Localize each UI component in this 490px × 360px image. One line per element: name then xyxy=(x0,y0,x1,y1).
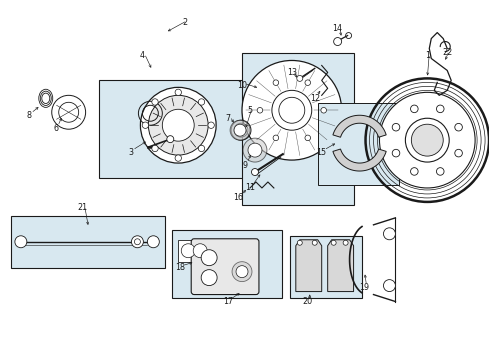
Circle shape xyxy=(312,240,317,245)
Circle shape xyxy=(147,236,159,248)
Bar xyxy=(11,216,165,268)
Circle shape xyxy=(334,37,342,45)
Bar xyxy=(98,80,253,178)
Text: 7: 7 xyxy=(225,114,231,123)
Text: 20: 20 xyxy=(303,297,313,306)
Circle shape xyxy=(134,239,141,245)
Circle shape xyxy=(384,228,395,240)
Circle shape xyxy=(248,143,262,157)
Circle shape xyxy=(411,105,418,113)
Circle shape xyxy=(231,120,251,140)
Circle shape xyxy=(437,105,444,113)
Circle shape xyxy=(331,240,336,245)
Circle shape xyxy=(152,145,158,152)
Circle shape xyxy=(405,118,449,162)
Circle shape xyxy=(411,168,418,175)
Text: 11: 11 xyxy=(245,184,255,193)
Circle shape xyxy=(384,280,395,292)
Bar xyxy=(242,54,354,205)
Text: 2: 2 xyxy=(183,18,188,27)
Circle shape xyxy=(455,149,463,157)
Circle shape xyxy=(273,135,279,141)
Circle shape xyxy=(234,124,246,136)
Circle shape xyxy=(162,109,194,141)
Text: 15: 15 xyxy=(317,148,327,157)
Text: 4: 4 xyxy=(140,51,145,60)
Circle shape xyxy=(193,244,207,258)
Text: 22: 22 xyxy=(442,48,452,57)
Circle shape xyxy=(321,108,326,113)
Circle shape xyxy=(273,80,279,85)
Circle shape xyxy=(455,123,463,131)
Text: 19: 19 xyxy=(360,283,369,292)
Circle shape xyxy=(242,60,342,160)
Circle shape xyxy=(15,236,27,248)
Circle shape xyxy=(59,102,78,122)
Polygon shape xyxy=(328,240,354,292)
Circle shape xyxy=(343,240,348,245)
Circle shape xyxy=(181,244,195,258)
Circle shape xyxy=(175,155,181,161)
Circle shape xyxy=(251,168,258,176)
Text: 14: 14 xyxy=(333,24,343,33)
Text: 18: 18 xyxy=(175,263,185,272)
Circle shape xyxy=(141,87,216,163)
Text: 1: 1 xyxy=(425,51,430,60)
Circle shape xyxy=(198,99,205,105)
Circle shape xyxy=(305,135,311,141)
Circle shape xyxy=(167,136,174,143)
Circle shape xyxy=(201,270,217,285)
Circle shape xyxy=(279,97,305,123)
Circle shape xyxy=(201,250,217,266)
Text: 17: 17 xyxy=(223,297,233,306)
Text: 6: 6 xyxy=(53,124,58,133)
Circle shape xyxy=(208,122,214,129)
Circle shape xyxy=(379,92,475,188)
Circle shape xyxy=(175,89,181,95)
Circle shape xyxy=(412,124,443,156)
Circle shape xyxy=(142,122,148,129)
Circle shape xyxy=(437,168,444,175)
Polygon shape xyxy=(333,149,386,171)
Bar xyxy=(318,103,399,185)
Circle shape xyxy=(230,120,250,140)
Text: 5: 5 xyxy=(247,106,252,115)
Circle shape xyxy=(392,123,400,131)
Text: 12: 12 xyxy=(310,94,320,103)
Circle shape xyxy=(232,262,252,282)
Text: 21: 21 xyxy=(77,203,88,212)
Bar xyxy=(290,236,362,298)
Circle shape xyxy=(148,95,208,155)
FancyBboxPatch shape xyxy=(191,239,259,294)
Polygon shape xyxy=(296,240,322,292)
Circle shape xyxy=(257,108,263,113)
Polygon shape xyxy=(333,115,386,137)
Text: 9: 9 xyxy=(243,161,247,170)
Circle shape xyxy=(152,99,158,105)
Bar xyxy=(172,230,282,298)
Circle shape xyxy=(272,90,312,130)
Circle shape xyxy=(198,145,205,152)
Circle shape xyxy=(131,236,144,248)
Circle shape xyxy=(297,75,303,81)
Circle shape xyxy=(52,95,86,129)
Text: 8: 8 xyxy=(26,111,31,120)
Circle shape xyxy=(243,138,267,162)
Text: 13: 13 xyxy=(287,68,297,77)
Circle shape xyxy=(297,240,302,245)
Bar xyxy=(178,240,206,262)
Circle shape xyxy=(392,149,400,157)
Text: 3: 3 xyxy=(128,148,133,157)
Circle shape xyxy=(305,80,311,85)
Circle shape xyxy=(236,266,248,278)
Text: 16: 16 xyxy=(233,193,243,202)
Text: 10: 10 xyxy=(237,81,247,90)
